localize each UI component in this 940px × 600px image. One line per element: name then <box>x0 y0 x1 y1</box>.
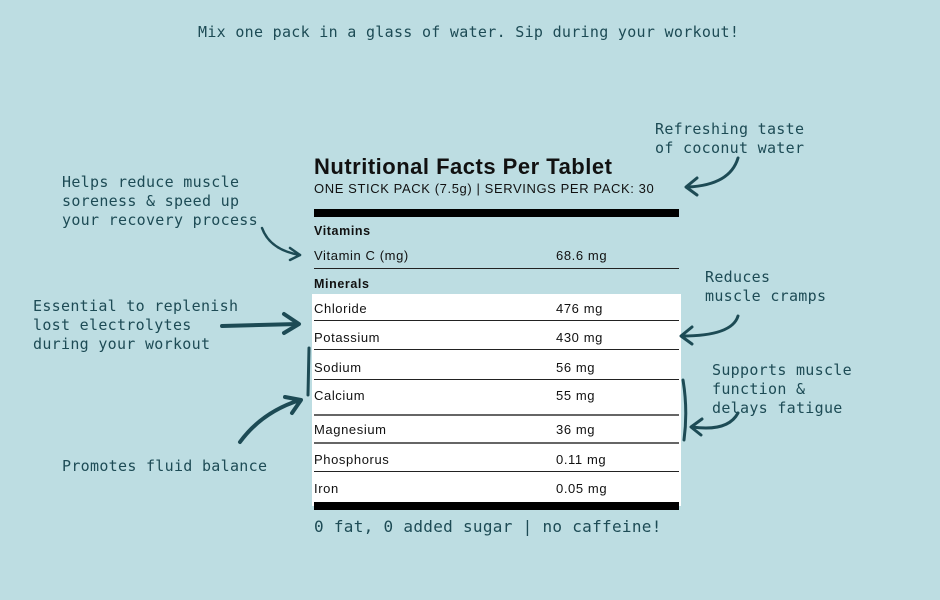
annotation-electrolytes: Essential to replenish lost electrolytes… <box>33 297 239 353</box>
nutrient-value: 476 mg <box>556 301 603 316</box>
nutrient-name: Chloride <box>314 301 368 316</box>
row-divider <box>314 414 679 416</box>
annotation-fatigue: Supports muscle function & delays fatigu… <box>712 361 852 417</box>
top-divider <box>314 209 679 217</box>
nutrient-value: 68.6 mg <box>556 248 608 263</box>
arrow-icon <box>260 226 302 262</box>
nutrient-value: 430 mg <box>556 330 603 345</box>
bottom-divider <box>314 502 679 510</box>
nutrient-name: Iron <box>314 481 339 496</box>
nutrient-value: 0.11 mg <box>556 452 607 467</box>
nutrient-name: Calcium <box>314 388 366 403</box>
row-divider <box>314 471 679 472</box>
row-divider <box>314 442 679 444</box>
row-divider <box>314 320 679 321</box>
arrow-icon <box>689 411 740 437</box>
arrow-icon <box>684 156 740 197</box>
annotation-coconut: Refreshing taste of coconut water <box>655 120 805 157</box>
annotation-fluid: Promotes fluid balance <box>62 457 268 475</box>
row-divider <box>314 268 679 269</box>
minerals-panel <box>312 294 681 506</box>
nutrient-name: Sodium <box>314 360 362 375</box>
row-divider <box>314 349 679 350</box>
nutrient-name: Magnesium <box>314 422 387 437</box>
nutrient-name: Phosphorus <box>314 452 390 467</box>
nutrient-value: 36 mg <box>556 422 596 437</box>
nutrient-name: Potassium <box>314 330 381 345</box>
arrow-icon <box>679 314 740 346</box>
label-title: Nutritional Facts Per Tablet <box>314 154 613 179</box>
bracket-right <box>681 378 688 442</box>
annotation-recovery: Helps reduce muscle soreness & speed up … <box>62 173 258 229</box>
arrow-icon <box>220 312 301 335</box>
vitamins-heading: Vitamins <box>314 224 371 238</box>
nutrient-value: 56 mg <box>556 360 596 375</box>
instruction-text: Mix one pack in a glass of water. Sip du… <box>198 23 740 41</box>
nutrient-value: 55 mg <box>556 388 596 403</box>
nutrient-name: Vitamin C (mg) <box>314 248 409 263</box>
minerals-heading: Minerals <box>314 277 370 291</box>
nutrient-value: 0.05 mg <box>556 481 608 496</box>
label-subtitle: ONE STICK PACK (7.5g) | SERVINGS PER PAC… <box>314 181 655 196</box>
footer-text: 0 fat, 0 added sugar | no caffeine! <box>314 517 662 536</box>
annotation-cramps: Reduces muscle cramps <box>705 268 827 305</box>
row-divider <box>314 379 679 380</box>
arrow-icon <box>238 395 303 444</box>
bracket-left <box>306 346 311 397</box>
